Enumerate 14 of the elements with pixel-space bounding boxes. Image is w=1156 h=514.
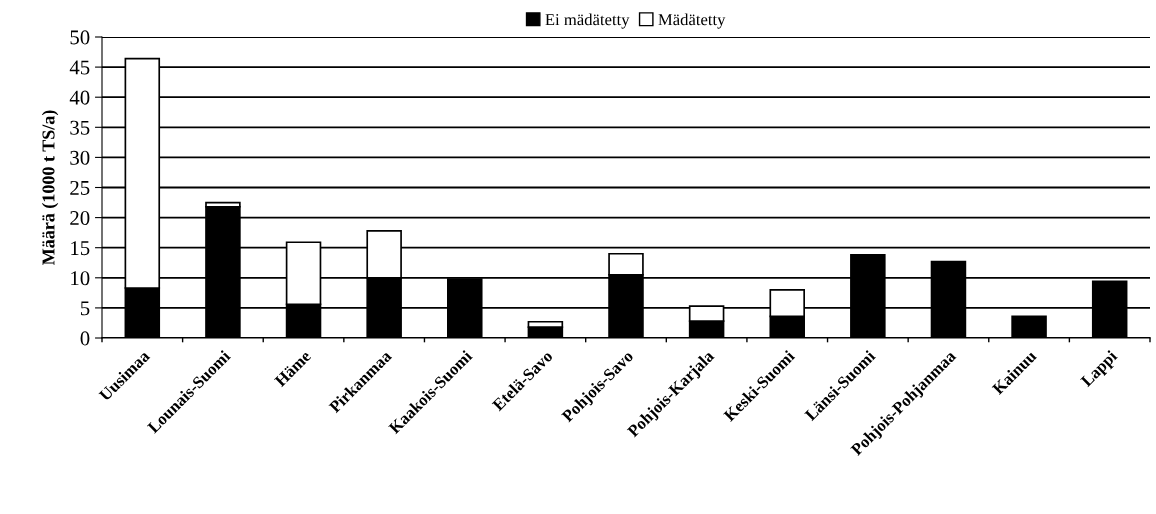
y-axis-title: Määrä (1000 t TS/a) [41,110,59,266]
legend-label: Mädätetty [658,13,726,29]
y-tick-label: 5 [80,301,90,316]
y-tick-label: 20 [70,210,90,226]
y-tick-label: 50 [70,30,90,45]
legend-label: Ei mädätetty [545,13,630,29]
y-tick-label: 45 [69,60,90,75]
y-tick-label: 30 [70,150,90,165]
y-tick-label: 40 [69,90,90,105]
y-tick-label: 35 [70,120,90,135]
y-tick-label: 0 [80,331,90,346]
y-tick-label: 25 [70,180,90,195]
y-tick-label: 10 [71,271,90,286]
y-tick-label: 15 [71,241,90,256]
